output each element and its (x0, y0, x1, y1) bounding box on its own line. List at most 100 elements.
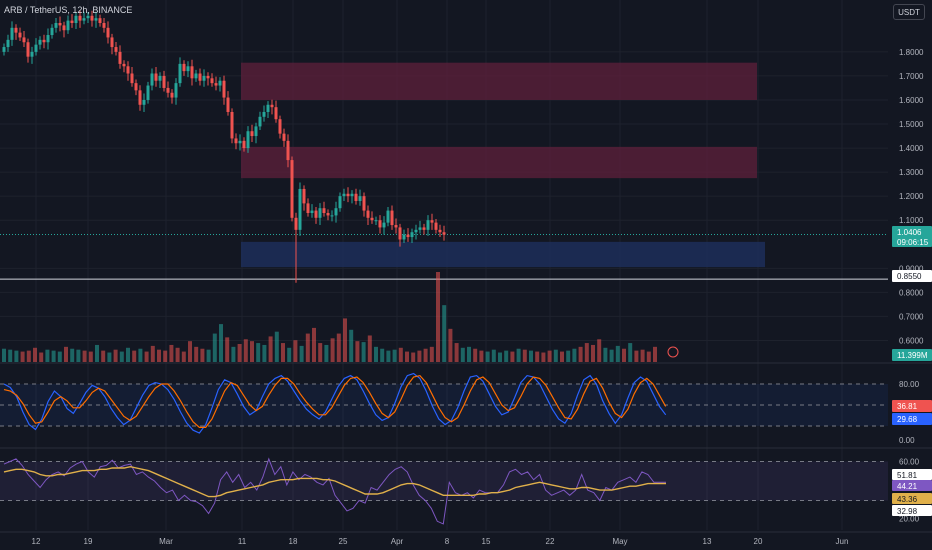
candle-body (274, 107, 278, 120)
candle-body (434, 222, 438, 230)
volume-bar (460, 347, 465, 362)
time-tick-label: 19 (84, 537, 93, 546)
volume-bar (423, 348, 428, 362)
candle-body (214, 83, 218, 86)
candle-body (358, 196, 362, 201)
volume-bar (336, 333, 341, 362)
time-axis[interactable]: 12 19 Mar 11 18 25 Apr 8 15 22 May 13 20 Jun (32, 537, 849, 546)
candle-body (414, 229, 418, 233)
candle-body (426, 220, 430, 230)
stoch-k-line (3, 372, 667, 434)
volume-bar (76, 349, 81, 362)
candle-body (322, 208, 326, 213)
volume-bar (132, 350, 137, 362)
candle-body (62, 25, 66, 31)
candle-body (418, 227, 422, 230)
rsi-pane (0, 457, 888, 525)
candle-body (158, 75, 162, 81)
currency-button[interactable]: USDT (893, 4, 925, 20)
volume-bar (312, 327, 316, 362)
candle-body (302, 188, 306, 204)
candle-body (98, 18, 102, 24)
volume-bar (95, 344, 99, 362)
candle-body (342, 193, 346, 197)
volume-bar (479, 350, 484, 362)
candle-body (142, 99, 146, 105)
candle-body (294, 217, 298, 230)
volume-bar (212, 333, 217, 362)
supply-zone (241, 62, 757, 100)
time-tick-label: 15 (482, 537, 491, 546)
volume-bar (181, 351, 186, 362)
candle-body (42, 39, 46, 43)
volume-bar (70, 348, 75, 362)
volume-bar (516, 348, 521, 362)
price-axis[interactable]: 1.8000 1.7000 1.6000 1.5000 1.4000 1.3000 1.20… (899, 48, 924, 524)
volume-bar (535, 351, 540, 362)
volume-bar (547, 350, 552, 362)
volume-bar (113, 349, 118, 362)
candle-body (106, 27, 110, 38)
volume-bar (485, 351, 490, 362)
volume-bar (367, 335, 372, 362)
candle-body (218, 80, 222, 86)
candle-body (398, 227, 402, 240)
price-tick-label: 1.3000 (899, 168, 924, 177)
volume-bar (429, 346, 434, 362)
candle-body (146, 85, 150, 100)
volume-bar (510, 351, 515, 362)
candle-body (210, 78, 214, 84)
candle-body (254, 126, 258, 137)
line-price-badge-text: 0.8550 (897, 272, 922, 281)
volume-bar (491, 349, 496, 362)
candle-body (266, 104, 270, 112)
volume-bar (225, 337, 230, 362)
volume-bar (293, 340, 298, 362)
candle-body (90, 15, 94, 21)
candle-body (130, 73, 134, 84)
candle-body (366, 210, 370, 218)
time-tick-label: Apr (391, 537, 404, 546)
volume-bar (591, 344, 595, 362)
time-tick-label: 18 (289, 537, 298, 546)
price-tick-label: 0.6000 (899, 336, 924, 345)
candle-body (250, 131, 254, 137)
candle-body (310, 210, 314, 213)
candle-body (410, 232, 414, 238)
candle-body (182, 63, 186, 72)
volume-bar (256, 343, 261, 362)
candle-body (226, 97, 230, 112)
candle-body (238, 140, 242, 144)
candle-body (354, 193, 358, 201)
volume-bar (436, 272, 440, 362)
volume-bar (281, 343, 285, 362)
volume-bar (529, 350, 533, 362)
volume-bar (45, 349, 50, 362)
candle-body (374, 220, 378, 222)
volume-bar (324, 344, 329, 362)
candle-body (382, 222, 386, 228)
candle-body (230, 111, 234, 139)
stoch-k-badge (892, 400, 932, 412)
volume-bar (361, 342, 366, 362)
volume-bar (194, 346, 199, 362)
stoch-d-badge-text: 29.68 (897, 415, 918, 424)
line-price-badge (892, 270, 932, 282)
candle-body (202, 75, 206, 81)
price-tick-label: 0.9000 (899, 264, 924, 273)
volume-bar (646, 351, 651, 362)
rsi-tick-label: 20.00 (899, 515, 920, 524)
volume-bar (2, 348, 6, 362)
candle-body (70, 20, 74, 24)
last-price-badge (892, 226, 932, 247)
volume-bar (560, 351, 564, 362)
candle-body (286, 140, 290, 161)
volume-bar (398, 347, 403, 362)
candle-body (422, 227, 426, 230)
volume-bar (473, 348, 478, 362)
candle-body (6, 39, 10, 48)
volume-bar (553, 349, 558, 362)
time-tick-label: Mar (159, 537, 173, 546)
